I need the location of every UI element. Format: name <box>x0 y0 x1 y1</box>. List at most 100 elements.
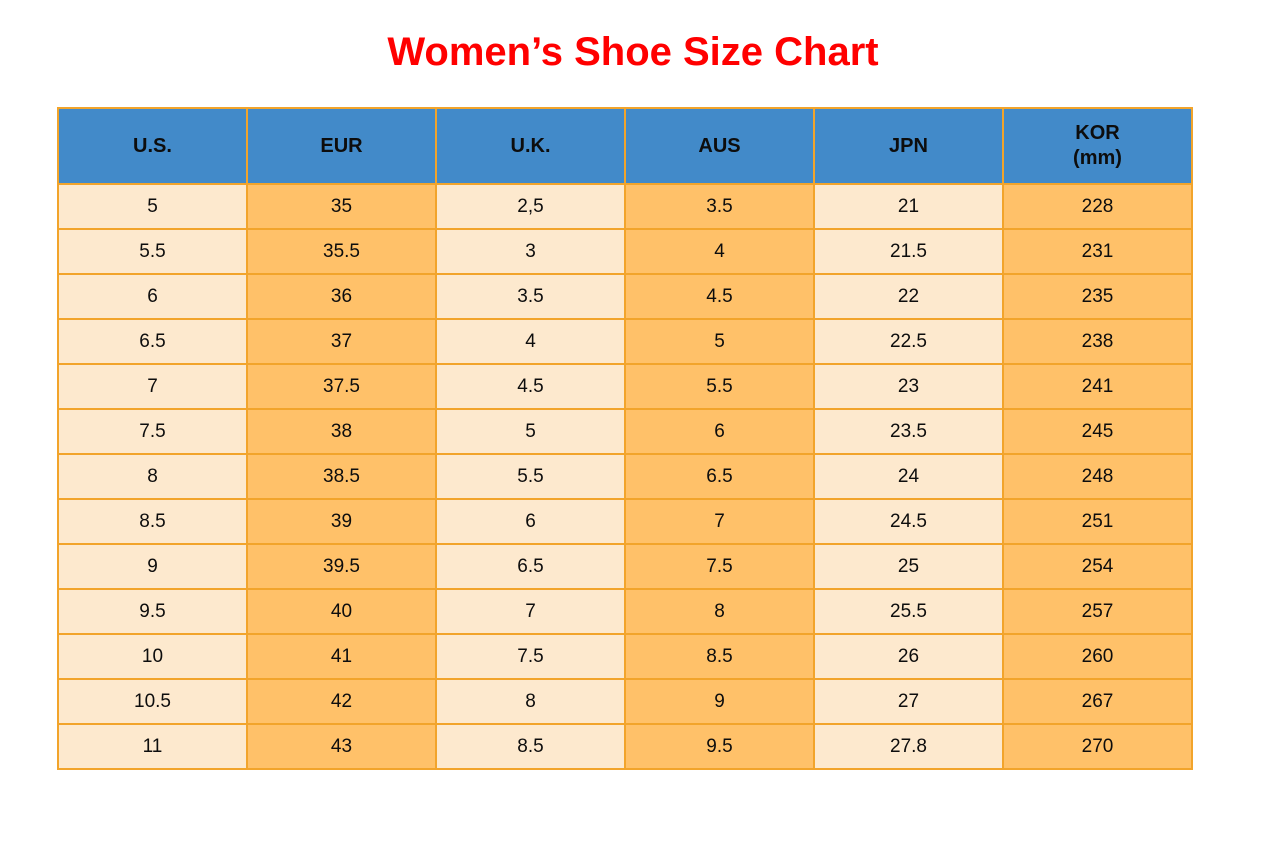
cell-us: 7 <box>57 363 248 410</box>
cell-kor: 231 <box>1002 228 1193 275</box>
header-kor-unit-line2: (mm) <box>1073 147 1122 169</box>
cell-aus: 6 <box>624 408 815 455</box>
cell-kor: 251 <box>1002 498 1193 545</box>
cell-uk: 2,5 <box>435 183 626 230</box>
header-kor: KOR (mm) <box>1002 107 1193 185</box>
table-row: 8 38.5 5.5 6.5 24 248 <box>57 453 1193 500</box>
cell-uk: 6.5 <box>435 543 626 590</box>
table-row: 5 35 2,5 3.5 21 228 <box>57 183 1193 230</box>
cell-aus: 5.5 <box>624 363 815 410</box>
cell-uk: 8.5 <box>435 723 626 770</box>
cell-kor: 235 <box>1002 273 1193 320</box>
table-row: 10.5 42 8 9 27 267 <box>57 678 1193 725</box>
cell-us: 10.5 <box>57 678 248 725</box>
header-us: U.S. <box>57 107 248 185</box>
header-row: U.S. EUR U.K. AUS JPN KOR (mm) <box>57 107 1193 185</box>
cell-eur: 40 <box>246 588 437 635</box>
cell-kor: 260 <box>1002 633 1193 680</box>
cell-jpn: 22 <box>813 273 1004 320</box>
cell-us: 6.5 <box>57 318 248 365</box>
cell-jpn: 21.5 <box>813 228 1004 275</box>
cell-uk: 3.5 <box>435 273 626 320</box>
table-row: 9 39.5 6.5 7.5 25 254 <box>57 543 1193 590</box>
cell-kor: 254 <box>1002 543 1193 590</box>
cell-eur: 43 <box>246 723 437 770</box>
header-kor-unit-line1: KOR <box>1075 122 1120 144</box>
cell-aus: 8.5 <box>624 633 815 680</box>
cell-uk: 4.5 <box>435 363 626 410</box>
cell-kor: 257 <box>1002 588 1193 635</box>
cell-aus: 8 <box>624 588 815 635</box>
cell-us: 9 <box>57 543 248 590</box>
cell-eur: 38.5 <box>246 453 437 500</box>
cell-us: 7.5 <box>57 408 248 455</box>
cell-kor: 245 <box>1002 408 1193 455</box>
cell-eur: 39.5 <box>246 543 437 590</box>
page-title: Women’s Shoe Size Chart <box>387 30 879 74</box>
cell-jpn: 25.5 <box>813 588 1004 635</box>
table-body: 5 35 2,5 3.5 21 228 5.5 35.5 3 4 21.5 23… <box>57 183 1193 770</box>
cell-jpn: 24.5 <box>813 498 1004 545</box>
cell-jpn: 22.5 <box>813 318 1004 365</box>
cell-jpn: 27.8 <box>813 723 1004 770</box>
cell-aus: 9 <box>624 678 815 725</box>
cell-eur: 39 <box>246 498 437 545</box>
table-row: 8.5 39 6 7 24.5 251 <box>57 498 1193 545</box>
table-row: 5.5 35.5 3 4 21.5 231 <box>57 228 1193 275</box>
cell-uk: 7 <box>435 588 626 635</box>
cell-us: 8.5 <box>57 498 248 545</box>
cell-us: 5.5 <box>57 228 248 275</box>
cell-uk: 3 <box>435 228 626 275</box>
cell-jpn: 23.5 <box>813 408 1004 455</box>
table-row: 6.5 37 4 5 22.5 238 <box>57 318 1193 365</box>
cell-uk: 7.5 <box>435 633 626 680</box>
table-row: 11 43 8.5 9.5 27.8 270 <box>57 723 1193 770</box>
cell-uk: 4 <box>435 318 626 365</box>
header-eur: EUR <box>246 107 437 185</box>
table-row: 9.5 40 7 8 25.5 257 <box>57 588 1193 635</box>
header-jpn: JPN <box>813 107 1004 185</box>
cell-eur: 42 <box>246 678 437 725</box>
cell-aus: 4.5 <box>624 273 815 320</box>
table-header: U.S. EUR U.K. AUS JPN KOR (mm) <box>57 107 1193 185</box>
table-row: 7.5 38 5 6 23.5 245 <box>57 408 1193 455</box>
cell-jpn: 25 <box>813 543 1004 590</box>
cell-uk: 5.5 <box>435 453 626 500</box>
shoe-size-table: U.S. EUR U.K. AUS JPN KOR (mm) 5 35 2,5 … <box>57 107 1193 770</box>
cell-aus: 5 <box>624 318 815 365</box>
cell-kor: 267 <box>1002 678 1193 725</box>
cell-kor: 228 <box>1002 183 1193 230</box>
cell-uk: 8 <box>435 678 626 725</box>
cell-aus: 9.5 <box>624 723 815 770</box>
cell-kor: 270 <box>1002 723 1193 770</box>
table-row: 10 41 7.5 8.5 26 260 <box>57 633 1193 680</box>
cell-us: 9.5 <box>57 588 248 635</box>
cell-kor: 248 <box>1002 453 1193 500</box>
cell-us: 5 <box>57 183 248 230</box>
cell-eur: 38 <box>246 408 437 455</box>
table-row: 6 36 3.5 4.5 22 235 <box>57 273 1193 320</box>
cell-kor: 241 <box>1002 363 1193 410</box>
cell-eur: 35 <box>246 183 437 230</box>
cell-eur: 36 <box>246 273 437 320</box>
cell-eur: 41 <box>246 633 437 680</box>
cell-jpn: 26 <box>813 633 1004 680</box>
cell-eur: 37 <box>246 318 437 365</box>
cell-aus: 7.5 <box>624 543 815 590</box>
cell-uk: 5 <box>435 408 626 455</box>
header-uk: U.K. <box>435 107 626 185</box>
cell-jpn: 21 <box>813 183 1004 230</box>
cell-uk: 6 <box>435 498 626 545</box>
cell-jpn: 27 <box>813 678 1004 725</box>
cell-us: 10 <box>57 633 248 680</box>
cell-aus: 7 <box>624 498 815 545</box>
cell-kor: 238 <box>1002 318 1193 365</box>
table-row: 7 37.5 4.5 5.5 23 241 <box>57 363 1193 410</box>
cell-jpn: 23 <box>813 363 1004 410</box>
cell-aus: 6.5 <box>624 453 815 500</box>
cell-us: 11 <box>57 723 248 770</box>
cell-aus: 4 <box>624 228 815 275</box>
cell-aus: 3.5 <box>624 183 815 230</box>
cell-us: 8 <box>57 453 248 500</box>
